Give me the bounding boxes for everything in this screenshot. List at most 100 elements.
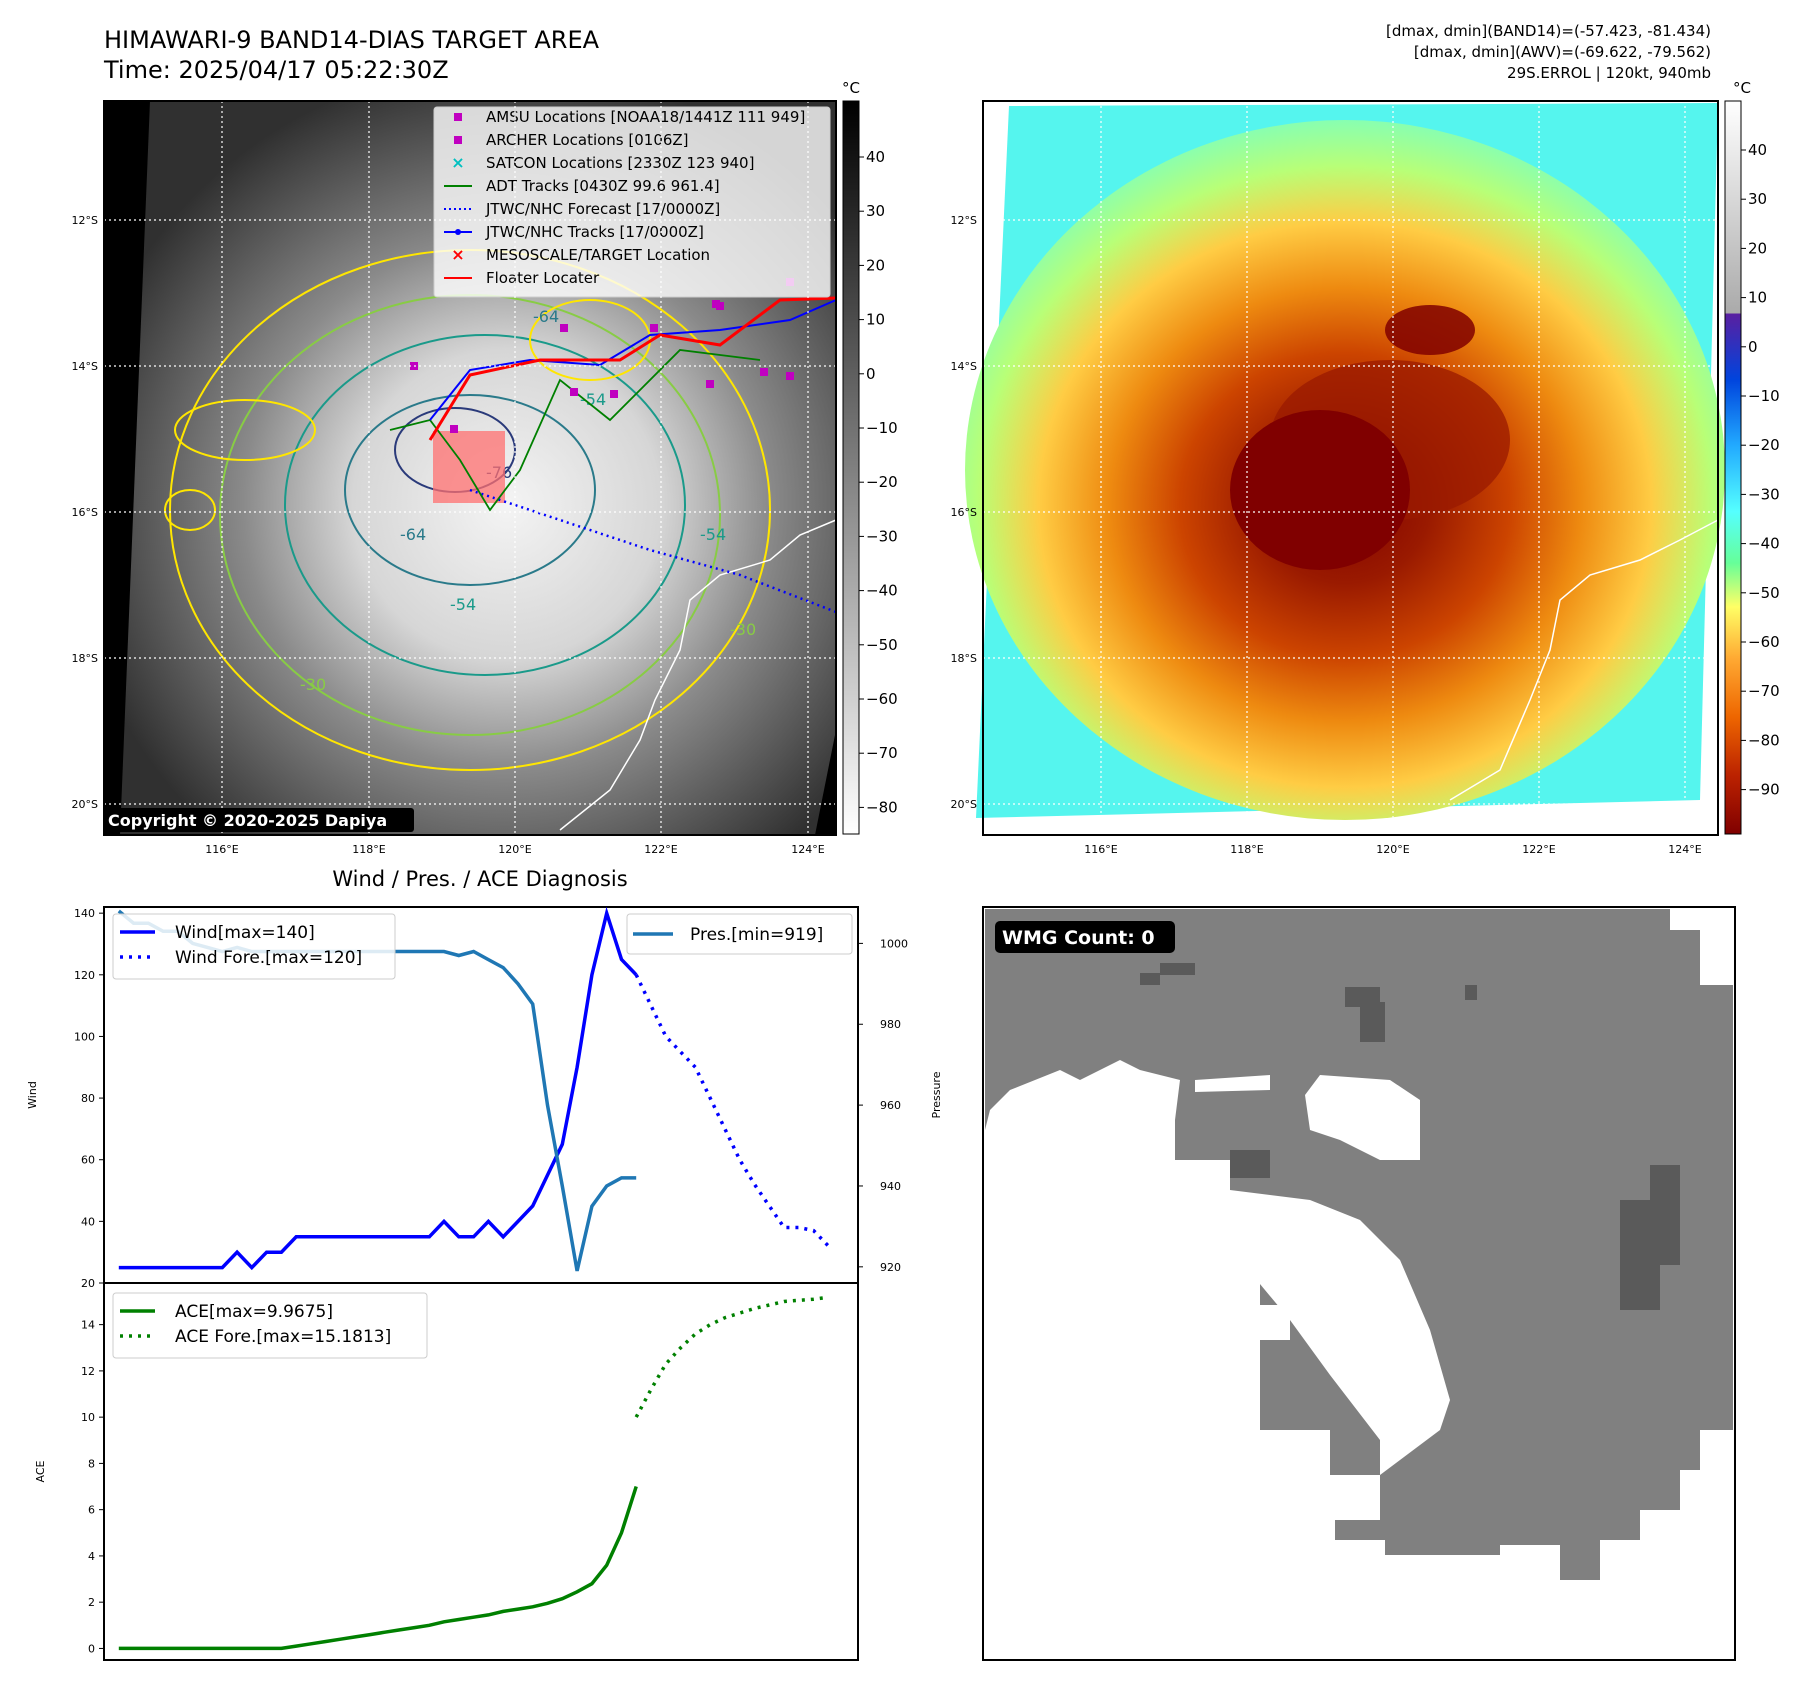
colorbar-tick-label: −50 (1748, 584, 1780, 602)
wmg-white-gap (1175, 1160, 1450, 1475)
contour-label: -64 (400, 525, 426, 544)
lon-tick-label: 118°E (1230, 843, 1263, 856)
legend-dot-icon (455, 229, 461, 235)
stats-line3: 29S.ERROL | 120kt, 940mb (1507, 64, 1711, 82)
colorbar-tick-label: 30 (1748, 190, 1767, 208)
colorbar-tick-label: −70 (866, 744, 898, 762)
gray-colorbar: °C 40 30 20 10 0 −10 −20 −30 −40 −50 −60 −70 −80 (842, 79, 898, 835)
colorbar-tick-label: −50 (866, 636, 898, 654)
colorbar-tick-label: −60 (1748, 633, 1780, 651)
pressure-y-tick-label: 1000 (880, 937, 908, 950)
ace-y-tick-label: 6 (88, 1504, 95, 1517)
legend-label: MESOSCALE/TARGET Location (486, 246, 710, 264)
copyright-text: Copyright © 2020-2025 Dapiya (108, 811, 387, 830)
copyright-badge: Copyright © 2020-2025 Dapiya (104, 808, 414, 832)
wmg-white-gap (1195, 1075, 1270, 1092)
lon-tick-label: 124°E (1668, 843, 1701, 856)
ir-right-edge (815, 730, 836, 835)
lon-tick-label: 124°E (791, 843, 824, 856)
color-map-frame (982, 100, 1719, 836)
lat-tick-label: 20°S (72, 798, 98, 811)
lon-tick-label: 118°E (352, 843, 385, 856)
wind-y-tick-label: 100 (74, 1030, 95, 1043)
legend-label: JTWC/NHC Forecast [17/0000Z] (485, 200, 720, 218)
lat-tick-label: 14°S (951, 360, 977, 373)
series-line-wind (118, 906, 638, 1271)
series-line-wind-fore- (634, 974, 830, 1248)
ace-y-tick-label: 10 (81, 1411, 95, 1424)
ace-axis-label: ACE (34, 1460, 47, 1482)
lat-tick-label: 16°S (951, 506, 977, 519)
legend-label: ADT Tracks [0430Z 99.6 961.4] (486, 177, 720, 195)
colorbar-tick-label: 40 (1748, 141, 1767, 159)
ace-y-tick-label: 2 (88, 1596, 95, 1609)
stats-line1: [dmax, dmin](BAND14)=(-57.423, -81.434) (1386, 22, 1711, 40)
wind-y-tick-label: 120 (74, 969, 95, 982)
legend-label: AMSU Locations [NOAA18/1441Z 111 949] (486, 108, 805, 126)
colorbar-tick-label: −10 (866, 419, 898, 437)
ace-y-tick-label: 0 (88, 1642, 95, 1655)
colorbar-tick-label: −20 (866, 473, 898, 491)
colorbar-tick-label: 0 (866, 365, 876, 383)
ace-y-tick-label: 12 (81, 1365, 95, 1378)
wind-legend-label: Wind[max=140] (175, 923, 315, 943)
colorbar-tick-label: 20 (866, 256, 885, 274)
amsu-markers (410, 278, 794, 433)
lon-tick-label: 122°E (644, 843, 677, 856)
lon-tick-label: 116°E (205, 843, 238, 856)
legend-label: ARCHER Locations [0106Z] (486, 131, 689, 149)
wind-legend-box (112, 913, 396, 980)
colorbar-tick-label: −80 (1748, 731, 1780, 749)
lat-tick-label: 14°S (72, 360, 98, 373)
ir-left-edge (104, 101, 150, 835)
mesoscale-target-box (433, 431, 505, 503)
colorbar-tick-label: −90 (1748, 781, 1780, 799)
ir-coastline (559, 519, 837, 831)
series-line-ace (118, 1485, 638, 1651)
colorbar-tick-label: −30 (1748, 485, 1780, 503)
adt-track (389, 349, 761, 512)
wind-y-tick-label: 80 (81, 1092, 95, 1105)
ace-legend-box (112, 1292, 428, 1359)
pressure-y-tick-label: 920 (880, 1261, 901, 1274)
contour-label: -54 (450, 595, 476, 614)
colorbar-tick-label: 10 (1748, 289, 1767, 307)
color-coastline (1449, 519, 1719, 801)
colorbar-tick-label: 10 (866, 311, 885, 329)
colorbar-tick-label: −30 (866, 527, 898, 545)
wmg-dark-patches (1140, 963, 1680, 1310)
legend-label: SATCON Locations [2330Z 123 940] (486, 154, 754, 172)
legend-square-icon (454, 136, 462, 144)
contour-label: -54 (580, 390, 606, 409)
stats-line2: [dmax, dmin](AWV)=(-69.622, -79.562) (1413, 43, 1711, 61)
lat-tick-label: 18°S (72, 652, 98, 665)
legend-label: JTWC/NHC Tracks [17/0000Z] (485, 223, 704, 241)
lat-tick-label: 20°S (951, 798, 977, 811)
pressure-legend-label: Pres.[min=919] (690, 925, 823, 945)
wind-y-tick-label: 140 (74, 907, 95, 920)
colorbar-tick-label: −40 (866, 582, 898, 600)
lat-tick-label: 12°S (72, 214, 98, 227)
pressure-y-tick-label: 960 (880, 1099, 901, 1112)
wind-y-tick-label: 60 (81, 1154, 95, 1167)
contour-label: -30 (730, 620, 756, 639)
wmg-badge (995, 921, 1175, 953)
colorbar-tick-label: 40 (866, 148, 885, 166)
legend-square-icon (454, 113, 462, 121)
colorbar-tick-label: −40 (1748, 535, 1780, 553)
lon-tick-label: 120°E (1376, 843, 1409, 856)
colorbar-tick-label: −10 (1748, 387, 1780, 405)
wind-legend-label: Wind Fore.[max=120] (175, 948, 362, 968)
series-line-ace-fore- (634, 1295, 829, 1418)
pressure-legend-box (626, 913, 853, 955)
lon-tick-label: 122°E (1522, 843, 1555, 856)
diagnosis-chart-title: Wind / Pres. / ACE Diagnosis (332, 867, 627, 891)
wind-axis-label: Wind (26, 1081, 39, 1109)
contour-label: -64 (533, 307, 559, 326)
lat-tick-label: 18°S (951, 652, 977, 665)
jtwc-track (429, 299, 837, 421)
lon-tick-label: 116°E (1084, 843, 1117, 856)
lon-tick-label: 120°E (498, 843, 531, 856)
colorbar-tick-label: 30 (866, 202, 885, 220)
